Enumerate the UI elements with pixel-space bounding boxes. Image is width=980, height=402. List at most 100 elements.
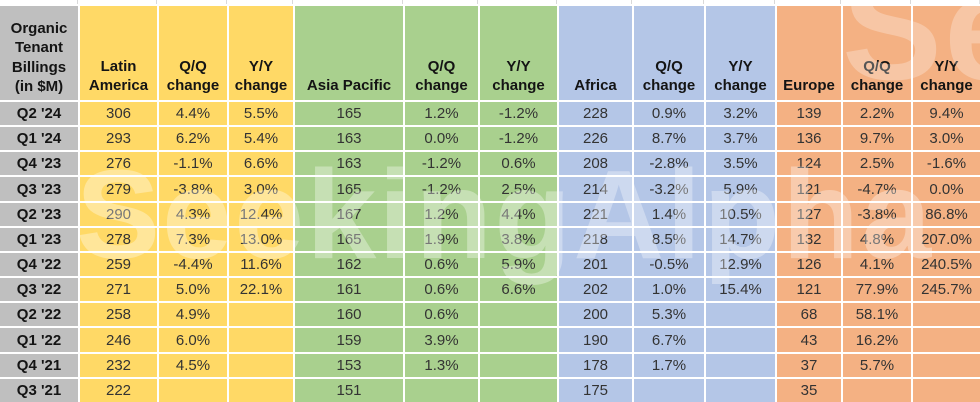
qq-change-cell: 6.2% [159,127,227,151]
quarter-label: Q1 '23 [0,227,78,251]
yy-change-cell: 12.9% [706,252,775,277]
yy-change-cell [913,328,980,352]
billings-value-cell: 35 [777,378,841,402]
billings-value-cell: 165 [295,177,403,201]
quarter-label: Q1 '22 [0,328,78,352]
qq-change-cell: 1.4% [634,202,704,226]
billings-value-cell: 121 [777,177,841,201]
billings-value-cell: 43 [777,328,841,352]
quarter-label: Q4 '22 [0,252,78,277]
qq-change-cell: 2.2% [843,102,911,126]
yy-change-header: Y/Y change [913,6,980,100]
yy-change-cell [229,328,293,352]
yy-change-cell: 3.7% [706,127,775,151]
billings-value-cell: 151 [295,378,403,402]
quarter-label: Q2 '23 [0,202,78,226]
qq-change-cell: -1.2% [405,152,478,176]
yy-change-cell: 4.4% [480,202,557,226]
billings-value-cell: 218 [559,227,632,251]
yy-change-cell [480,328,557,352]
billings-value-cell: 163 [295,152,403,176]
yy-change-cell: 12.4% [229,202,293,226]
qq-change-cell: 0.6% [405,278,478,302]
qq-change-cell: 58.1% [843,303,911,327]
billings-value-cell: 68 [777,303,841,327]
region-name-header: Europe [777,6,841,100]
yy-change-header: Y/Y change [480,6,557,100]
yy-change-cell: 5.9% [706,177,775,201]
yy-change-cell: 207.0% [913,227,980,251]
billings-value-cell: 167 [295,202,403,226]
qq-change-cell [159,378,227,402]
yy-change-cell: -1.2% [480,102,557,126]
yy-change-cell: -1.2% [480,127,557,151]
billings-value-cell: 232 [80,353,157,377]
region-name-header: Asia Pacific [295,6,403,100]
yy-change-cell: 6.6% [229,152,293,176]
qq-change-cell: 4.1% [843,252,911,277]
yy-change-cell: 0.0% [913,177,980,201]
qq-change-cell: 4.4% [159,102,227,126]
grid-sliver-cell [295,0,403,4]
yy-change-cell: 22.1% [229,278,293,302]
billings-value-cell: 246 [80,328,157,352]
qq-change-cell: 7.3% [159,227,227,251]
yy-change-cell: -1.6% [913,152,980,176]
yy-change-header: Y/Y change [706,6,775,100]
billings-value-cell: 178 [559,353,632,377]
billings-value-cell: 293 [80,127,157,151]
qq-change-cell: -3.8% [159,177,227,201]
qq-change-cell: 1.0% [634,278,704,302]
yy-change-cell [706,328,775,352]
grid-sliver-cell [0,0,78,4]
qq-change-cell: -1.2% [405,177,478,201]
yy-change-cell: 5.9% [480,252,557,277]
billings-value-cell: 132 [777,227,841,251]
grid-sliver-cell [706,0,775,4]
region-name-header: Latin America [80,6,157,100]
billings-value-cell: 126 [777,252,841,277]
yy-change-cell: 2.5% [480,177,557,201]
quarter-label: Q3 '23 [0,177,78,201]
yy-change-cell: 3.2% [706,102,775,126]
yy-change-cell: 86.8% [913,202,980,226]
qq-change-cell: 8.5% [634,227,704,251]
billings-value-cell: 136 [777,127,841,151]
yy-change-cell: 5.4% [229,127,293,151]
quarter-label: Q2 '24 [0,102,78,126]
yy-change-cell [913,378,980,402]
yy-change-cell [480,303,557,327]
yy-change-cell [480,353,557,377]
yy-change-cell: 240.5% [913,252,980,277]
yy-change-cell: 9.4% [913,102,980,126]
yy-change-header: Y/Y change [229,6,293,100]
qq-change-cell: 9.7% [843,127,911,151]
grid-sliver-cell [159,0,227,4]
yy-change-cell: 5.5% [229,102,293,126]
billings-value-cell: 259 [80,252,157,277]
billings-value-cell: 290 [80,202,157,226]
qq-change-cell: 5.3% [634,303,704,327]
grid-sliver-cell [405,0,478,4]
yy-change-cell [706,353,775,377]
qq-change-cell [405,378,478,402]
qq-change-cell: -3.2% [634,177,704,201]
qq-change-cell [634,378,704,402]
qq-change-cell: 1.3% [405,353,478,377]
qq-change-cell: 0.6% [405,252,478,277]
qq-change-cell: 4.5% [159,353,227,377]
qq-change-header: Q/Q change [405,6,478,100]
qq-change-cell: -3.8% [843,202,911,226]
billings-value-cell: 127 [777,202,841,226]
region-name-header: Africa [559,6,632,100]
qq-change-cell: 2.5% [843,152,911,176]
quarter-label: Q3 '21 [0,378,78,402]
billings-value-cell: 202 [559,278,632,302]
quarter-label: Q2 '22 [0,303,78,327]
billings-value-cell: 160 [295,303,403,327]
billings-value-cell: 306 [80,102,157,126]
billings-value-cell: 200 [559,303,632,327]
billings-value-cell: 221 [559,202,632,226]
quarter-label: Q4 '23 [0,152,78,176]
